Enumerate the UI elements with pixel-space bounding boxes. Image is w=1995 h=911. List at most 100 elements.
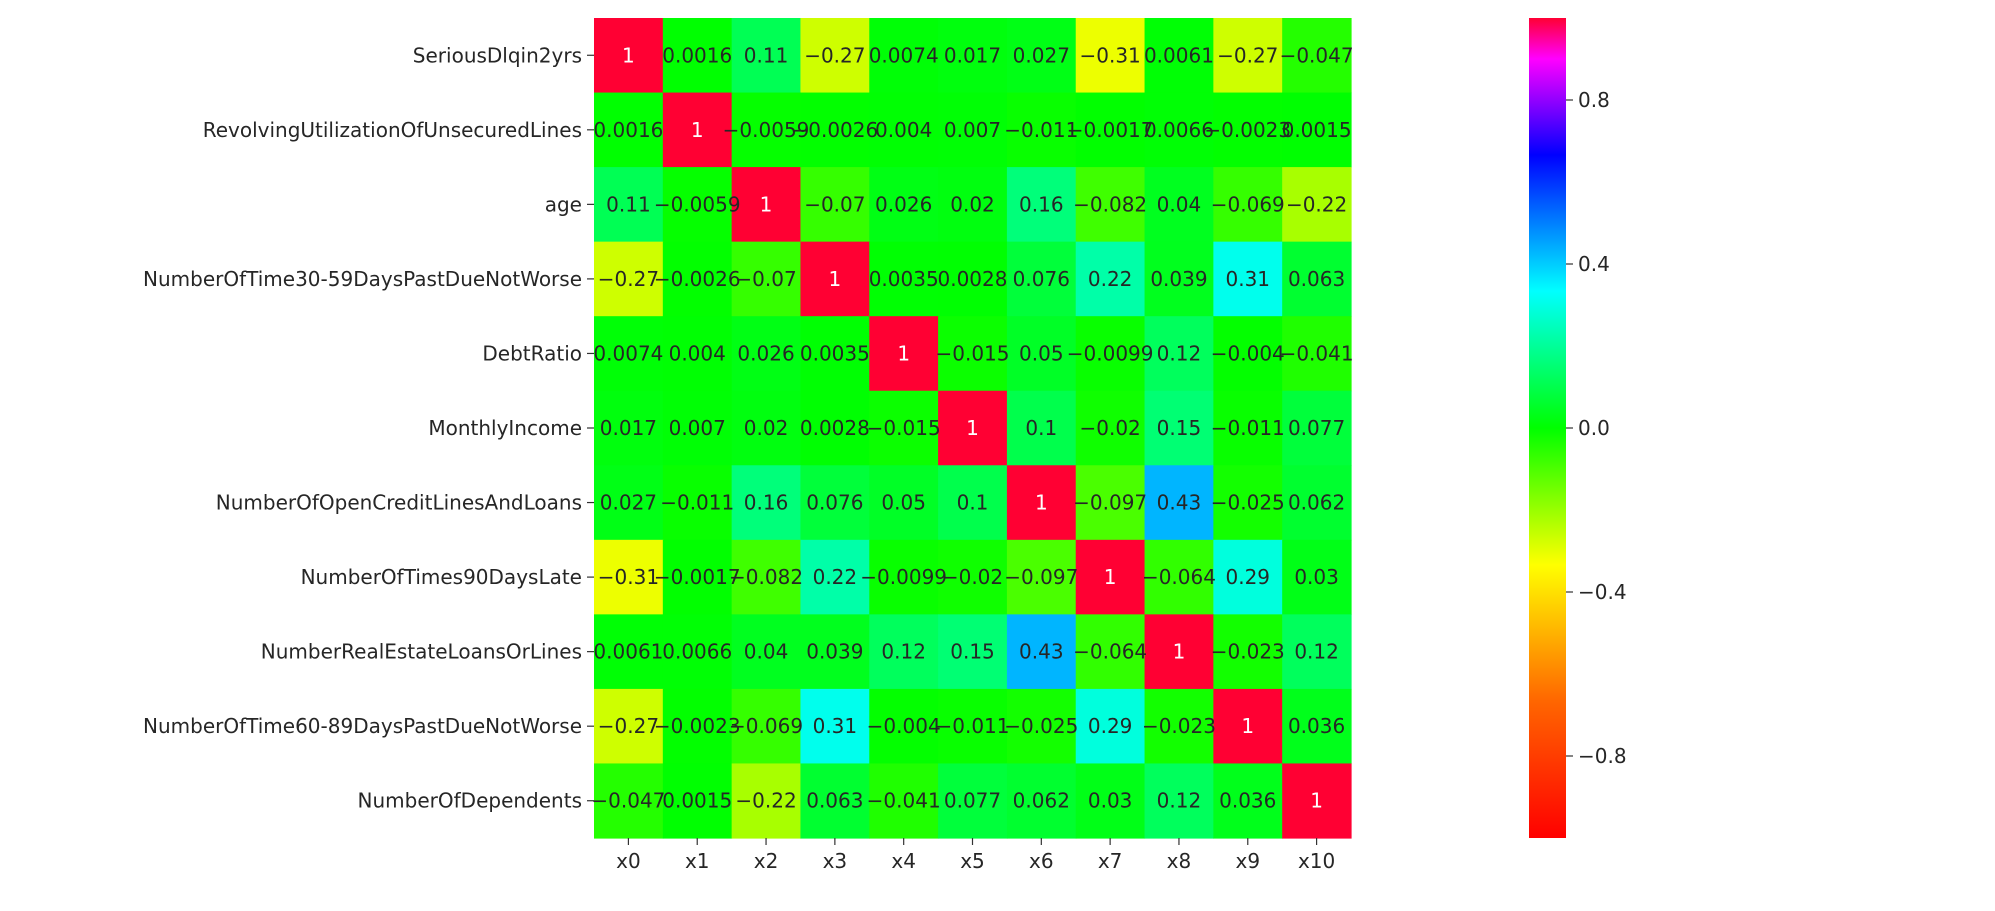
cell-value-label: 1: [1241, 714, 1254, 738]
column-label: x1: [685, 849, 710, 873]
heatmap-cell: [800, 316, 870, 392]
cell-value-label: 0.16: [744, 491, 789, 515]
cell-value-label: −0.025: [1211, 491, 1285, 515]
cell-value-label: −0.0099: [1067, 341, 1154, 365]
heatmap-cell: [1075, 614, 1146, 690]
cell-value-label: −0.07: [804, 192, 865, 216]
heatmap-cell: [1006, 18, 1077, 94]
heatmap-cell: [800, 18, 870, 94]
cell-value-label: 0.15: [1157, 416, 1202, 440]
heatmap-cell: [594, 92, 664, 168]
heatmap-cell: [1213, 539, 1283, 615]
heatmap-cell: [938, 316, 1008, 392]
heatmap-cell: [1213, 465, 1283, 541]
heatmap-cell: [731, 167, 802, 243]
heatmap-cell: [1213, 390, 1283, 466]
cell-value-label: 0.0015: [1282, 118, 1352, 142]
cell-value-label: 0.077: [1288, 416, 1345, 440]
heatmap-cell: [662, 763, 733, 839]
heatmap-cell: [1006, 241, 1077, 317]
heatmap-cell: [1282, 465, 1352, 541]
cell-value-label: 0.12: [1157, 341, 1202, 365]
cell-value-label: 0.0016: [662, 43, 732, 67]
heatmap-cell: [938, 465, 1008, 541]
cell-value-label: −0.27: [598, 267, 659, 291]
cell-value-label: 0.11: [744, 43, 789, 67]
cell-value-label: −0.097: [1073, 491, 1147, 515]
cell-value-label: −0.004: [867, 714, 941, 738]
heatmap-cell: [1006, 167, 1077, 243]
cell-value-label: −0.064: [1142, 565, 1216, 589]
cell-value-label: −0.011: [1004, 118, 1078, 142]
cell-value-label: 0.017: [600, 416, 657, 440]
heatmap-cell: [938, 241, 1008, 317]
heatmap-cell: [1213, 316, 1283, 392]
cell-value-label: −0.041: [867, 789, 941, 813]
row-label: NumberOfTime30-59DaysPastDueNotWorse: [143, 267, 582, 291]
cell-value-label: −0.07: [735, 267, 796, 291]
cell-value-label: 0.0035: [800, 341, 870, 365]
heatmap-cell: [869, 539, 939, 615]
cell-value-label: 0.0035: [869, 267, 939, 291]
heatmap-cell: [938, 539, 1008, 615]
row-label: SeriousDlqin2yrs: [413, 43, 582, 67]
heatmap-cell: [800, 614, 870, 690]
colorbar-ticks: 0.8 0.4 0.0 −0.4 −0.8: [1566, 88, 1627, 768]
row-label: RevolvingUtilizationOfUnsecuredLines: [203, 118, 582, 142]
heatmap-cell: [731, 614, 802, 690]
heatmap-cell: [1006, 92, 1077, 168]
heatmap-cell: [938, 18, 1008, 94]
heatmap-cell: [869, 465, 939, 541]
cell-value-label: −0.0017: [654, 565, 741, 589]
column-label: x2: [754, 849, 779, 873]
cell-value-label: −0.0023: [654, 714, 741, 738]
cell-value-label: −0.041: [1280, 341, 1354, 365]
heatmap-cell: [594, 241, 664, 317]
heatmap-cell: [662, 539, 733, 615]
cell-value-label: 0.0066: [662, 640, 732, 664]
cell-value-label: 0.004: [875, 118, 932, 142]
cell-value-label: 0.076: [806, 491, 863, 515]
heatmap-cell: [594, 316, 664, 392]
heatmap-cell: [800, 92, 870, 168]
heatmap-cell: [594, 614, 664, 690]
heatmap-cell: [800, 539, 870, 615]
cell-value-label: 0.29: [1226, 565, 1271, 589]
column-label: x3: [823, 849, 848, 873]
cell-value-label: 0.0074: [593, 341, 663, 365]
heatmap-cell: [594, 167, 664, 243]
cell-value-label: 0.0074: [869, 43, 939, 67]
heatmap-cell: [662, 92, 733, 168]
cell-value-label: 0.017: [944, 43, 1001, 67]
cell-value-label: −0.02: [942, 565, 1003, 589]
cell-value-label: 0.31: [813, 714, 858, 738]
heatmap-cell: [869, 688, 939, 765]
cell-value-label: 0.027: [1013, 43, 1070, 67]
heatmap-cell: [1213, 241, 1283, 317]
heatmap-cell: [662, 614, 733, 690]
cell-value-label: −0.064: [1073, 640, 1147, 664]
heatmap-cell: [1075, 688, 1146, 765]
heatmap-cell: [800, 465, 870, 541]
heatmap-cell: [1144, 465, 1214, 541]
cell-value-label: 1: [1104, 565, 1117, 589]
heatmap-cell: [1213, 688, 1283, 765]
heatmap-cell: [1144, 18, 1214, 94]
column-label: x7: [1098, 849, 1123, 873]
cell-value-label: 0.02: [950, 192, 995, 216]
heatmap-cell: [938, 92, 1008, 168]
cell-value-label: 0.027: [600, 491, 657, 515]
row-label: NumberOfTime60-89DaysPastDueNotWorse: [143, 714, 582, 738]
heatmap-cell: [1213, 167, 1283, 243]
cell-value-label: 0.29: [1088, 714, 1133, 738]
heatmap-cell: [869, 92, 939, 168]
cell-value-label: 1: [1173, 640, 1186, 664]
heatmap-cell: [1144, 241, 1214, 317]
cell-value-label: −0.015: [935, 341, 1009, 365]
colorbar: [1529, 18, 1566, 838]
cell-value-label: 0.12: [881, 640, 926, 664]
cell-value-label: 1: [897, 341, 910, 365]
heatmap-cell: [869, 167, 939, 243]
column-label: x5: [960, 849, 985, 873]
